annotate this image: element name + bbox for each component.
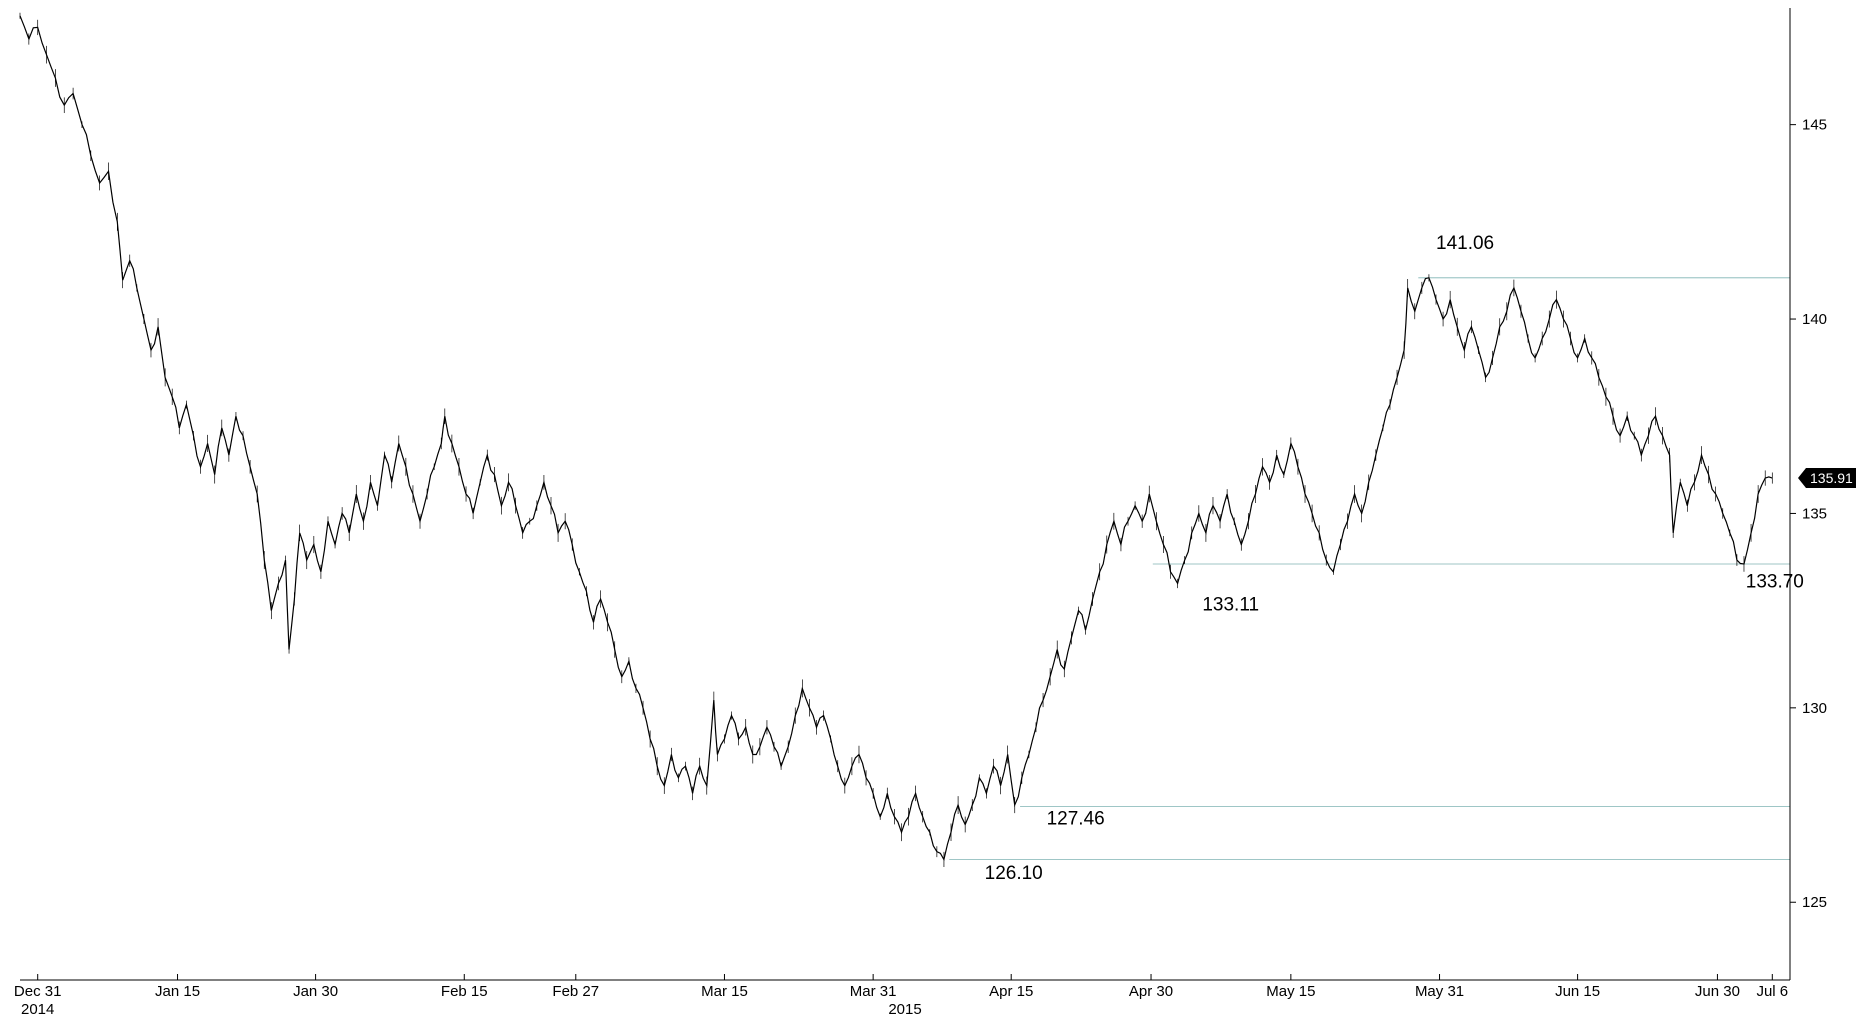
price-annotation: 133.70 <box>1746 571 1804 592</box>
price-annotation: 126.10 <box>985 863 1043 884</box>
year-label: 2014 <box>21 1001 54 1018</box>
y-tick-label: 140 <box>1802 311 1827 328</box>
x-tick-label: Jun 30 <box>1695 983 1740 1000</box>
x-tick-label: Jul 6 <box>1756 983 1788 1000</box>
y-tick-label: 130 <box>1802 700 1827 717</box>
chart-svg: Dec 31 Jan 15 Jan 30 Feb 15 Feb 27 Mar 15 Mar … <box>0 0 1864 1028</box>
y-tick-label: 145 <box>1802 117 1827 134</box>
x-tick-label: May 15 <box>1266 983 1315 1000</box>
x-tick-label: Mar 31 <box>850 983 897 1000</box>
price-annotation: 127.46 <box>1047 808 1105 829</box>
x-tick-label: Feb 15 <box>441 983 488 1000</box>
x-tick-label: Jan 15 <box>155 983 200 1000</box>
x-tick-label: Feb 27 <box>552 983 599 1000</box>
x-tick-label: Jun 15 <box>1555 983 1600 1000</box>
x-tick-label: May 31 <box>1415 983 1464 1000</box>
y-tick-label: 125 <box>1802 894 1827 911</box>
x-tick-label: Apr 15 <box>989 983 1033 1000</box>
year-label: 2015 <box>888 1001 921 1018</box>
x-tick-label: Mar 15 <box>701 983 748 1000</box>
price-line <box>20 16 1772 860</box>
price-annotation: 141.06 <box>1436 233 1494 254</box>
price-annotation: 133.11 <box>1202 595 1259 616</box>
current-price-label: 135.91 <box>1810 470 1853 486</box>
price-chart: Dec 31 Jan 15 Jan 30 Feb 15 Feb 27 Mar 15 Mar … <box>0 0 1864 1028</box>
x-tick-label: Jan 30 <box>293 983 338 1000</box>
y-tick-label: 135 <box>1802 505 1827 522</box>
x-tick-label: Dec 31 <box>14 983 62 1000</box>
x-tick-label: Apr 30 <box>1129 983 1173 1000</box>
